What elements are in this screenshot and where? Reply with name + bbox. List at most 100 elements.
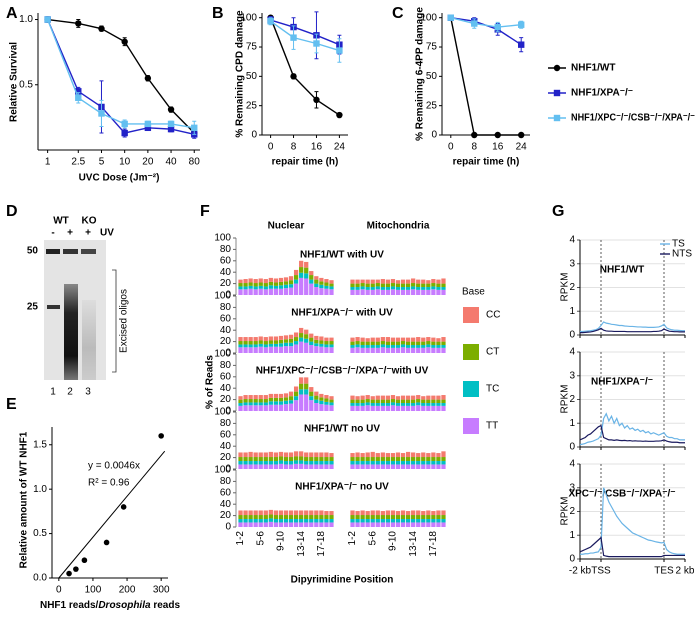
bar-segment	[370, 403, 375, 406]
bar-segment	[243, 452, 248, 458]
bar-segment	[238, 510, 243, 516]
bar-segment	[365, 464, 370, 469]
bar-segment	[293, 522, 299, 527]
legend-label: TT	[486, 421, 498, 432]
bar-segment	[385, 341, 391, 346]
y-axis-label: % Remaining 6-4PP damage	[415, 7, 426, 141]
bar-segment	[258, 336, 263, 341]
bar-segment	[299, 460, 304, 464]
bar-segment	[411, 278, 416, 284]
bar-segment	[421, 515, 426, 520]
bar-segment	[370, 283, 375, 288]
y-tick-label: 3	[569, 370, 575, 381]
bar-segment	[350, 279, 355, 284]
bar-segment	[416, 405, 421, 411]
bar-segment	[288, 334, 294, 339]
bar-segment	[385, 287, 391, 290]
bar-segment	[304, 334, 309, 339]
bar-segment	[411, 347, 416, 353]
bar-segment	[299, 383, 304, 390]
bar-segment	[268, 285, 273, 289]
bar-segment	[385, 522, 391, 527]
bar-segment	[268, 393, 273, 398]
bar-segment	[304, 461, 309, 465]
y-tick-label: 60	[220, 429, 232, 440]
bar-segment	[405, 289, 411, 295]
bar-segment	[238, 461, 243, 465]
bar-segment	[299, 522, 304, 527]
y-tick-label: 80	[220, 244, 232, 255]
bar-segment	[431, 461, 436, 465]
y-tick-label: 0	[225, 522, 231, 533]
row-title: NHF1/XPA⁻/⁻ no UV	[295, 482, 389, 493]
bar-segment	[411, 345, 416, 348]
bar-segment	[400, 287, 406, 290]
bar-segment	[395, 519, 401, 523]
bar-segment	[314, 461, 319, 465]
bar-segment	[380, 283, 385, 288]
bar-segment	[299, 463, 304, 469]
bar-segment	[375, 286, 380, 290]
bar-segment	[288, 391, 294, 397]
bar-segment	[319, 400, 324, 405]
bar-segment	[258, 346, 263, 353]
bar-segment	[441, 283, 446, 288]
x-tick-label: 100	[85, 585, 102, 596]
point	[553, 114, 561, 122]
y-tick-label: 4	[569, 347, 575, 358]
bar-segment	[293, 456, 299, 461]
x-tick-label: 8	[291, 142, 297, 153]
bar-segment	[350, 347, 355, 353]
point	[290, 34, 297, 41]
bar-segment	[243, 283, 248, 287]
bar-segment	[309, 387, 314, 392]
bar-segment	[299, 515, 304, 520]
series-line	[579, 412, 685, 446]
bar-segment	[436, 283, 441, 288]
bar-segment	[360, 347, 365, 353]
bar-segment	[395, 399, 401, 404]
bar-segment	[395, 289, 401, 295]
bar-segment	[324, 282, 329, 286]
bar-segment	[441, 399, 446, 404]
bar-segment	[238, 286, 243, 290]
bar-segment	[309, 271, 314, 276]
x-tick-label: 80	[189, 157, 201, 168]
bar-segment	[360, 395, 365, 400]
bar-segment	[405, 515, 411, 520]
y-tick-label: 2	[569, 506, 575, 517]
bar-segment	[299, 519, 304, 523]
bar-segment	[283, 404, 289, 411]
bar-segment	[431, 347, 436, 353]
bar-segment	[350, 522, 355, 527]
bar-segment	[436, 403, 441, 406]
bar-segment	[314, 464, 319, 469]
bar-segment	[299, 260, 304, 268]
x-axis-label: repair time (h)	[453, 157, 520, 168]
bar-segment	[319, 515, 324, 520]
bar-segment	[288, 287, 294, 295]
bar-segment	[405, 345, 411, 348]
bar-segment	[375, 279, 380, 284]
series-line	[270, 19, 340, 46]
bar-segment	[273, 522, 279, 527]
y-tick-label: 20	[220, 278, 232, 289]
bar-segment	[421, 405, 426, 411]
bar-segment	[273, 285, 279, 289]
point	[167, 106, 175, 113]
bar-segment	[238, 289, 243, 295]
bar-segment	[426, 337, 431, 342]
bar-segment	[263, 341, 268, 345]
bar-segment	[375, 461, 380, 465]
bar-segment	[385, 515, 391, 520]
point	[103, 539, 110, 546]
bar-segment	[238, 522, 243, 527]
x-axis-label: Dipyrimidine Position	[291, 575, 394, 586]
bar-segment	[253, 279, 258, 284]
bar-segment	[431, 457, 436, 462]
y-tick-label: 40	[220, 325, 232, 336]
bar-segment	[365, 461, 370, 465]
bar-segment	[405, 287, 411, 290]
bar-segment	[441, 278, 446, 284]
